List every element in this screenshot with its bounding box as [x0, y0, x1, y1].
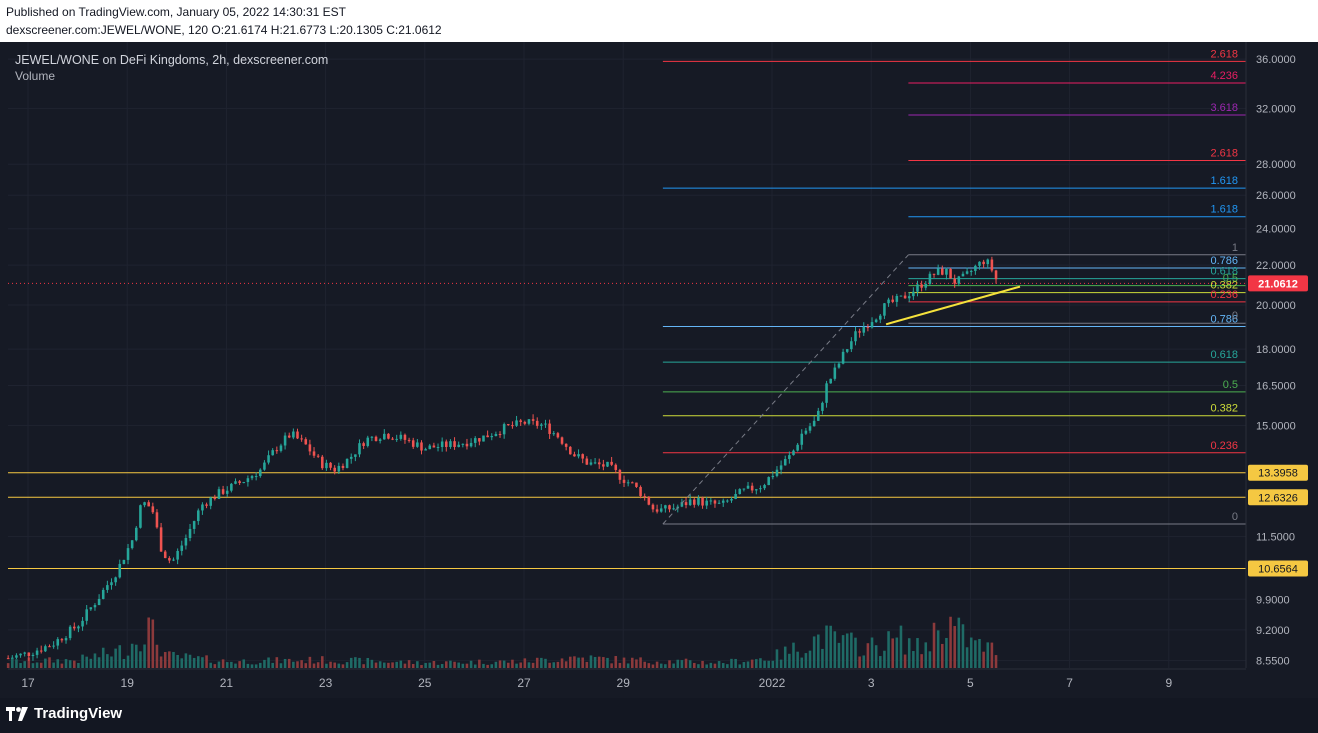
- legend-title: JEWEL/WONE on DeFi Kingdoms, 2h, dexscre…: [15, 53, 329, 67]
- chart-area[interactable]: [0, 42, 1318, 698]
- chart-legend: JEWEL/WONE on DeFi Kingdoms, 2h, dexscre…: [15, 53, 328, 83]
- tradingview-logo-icon: [6, 706, 28, 721]
- tradingview-logo-text: TradingView: [34, 705, 123, 722]
- legend-volume: Volume: [15, 69, 56, 83]
- published-info: Published on TradingView.com, January 05…: [6, 5, 347, 19]
- tradingview-logo[interactable]: TradingView: [6, 705, 122, 722]
- ohlc-info: dexscreener.com:JEWEL/WONE, 120 O:21.617…: [6, 23, 442, 37]
- publish-header: Published on TradingView.com, January 05…: [0, 0, 1318, 42]
- footer: [0, 698, 1318, 733]
